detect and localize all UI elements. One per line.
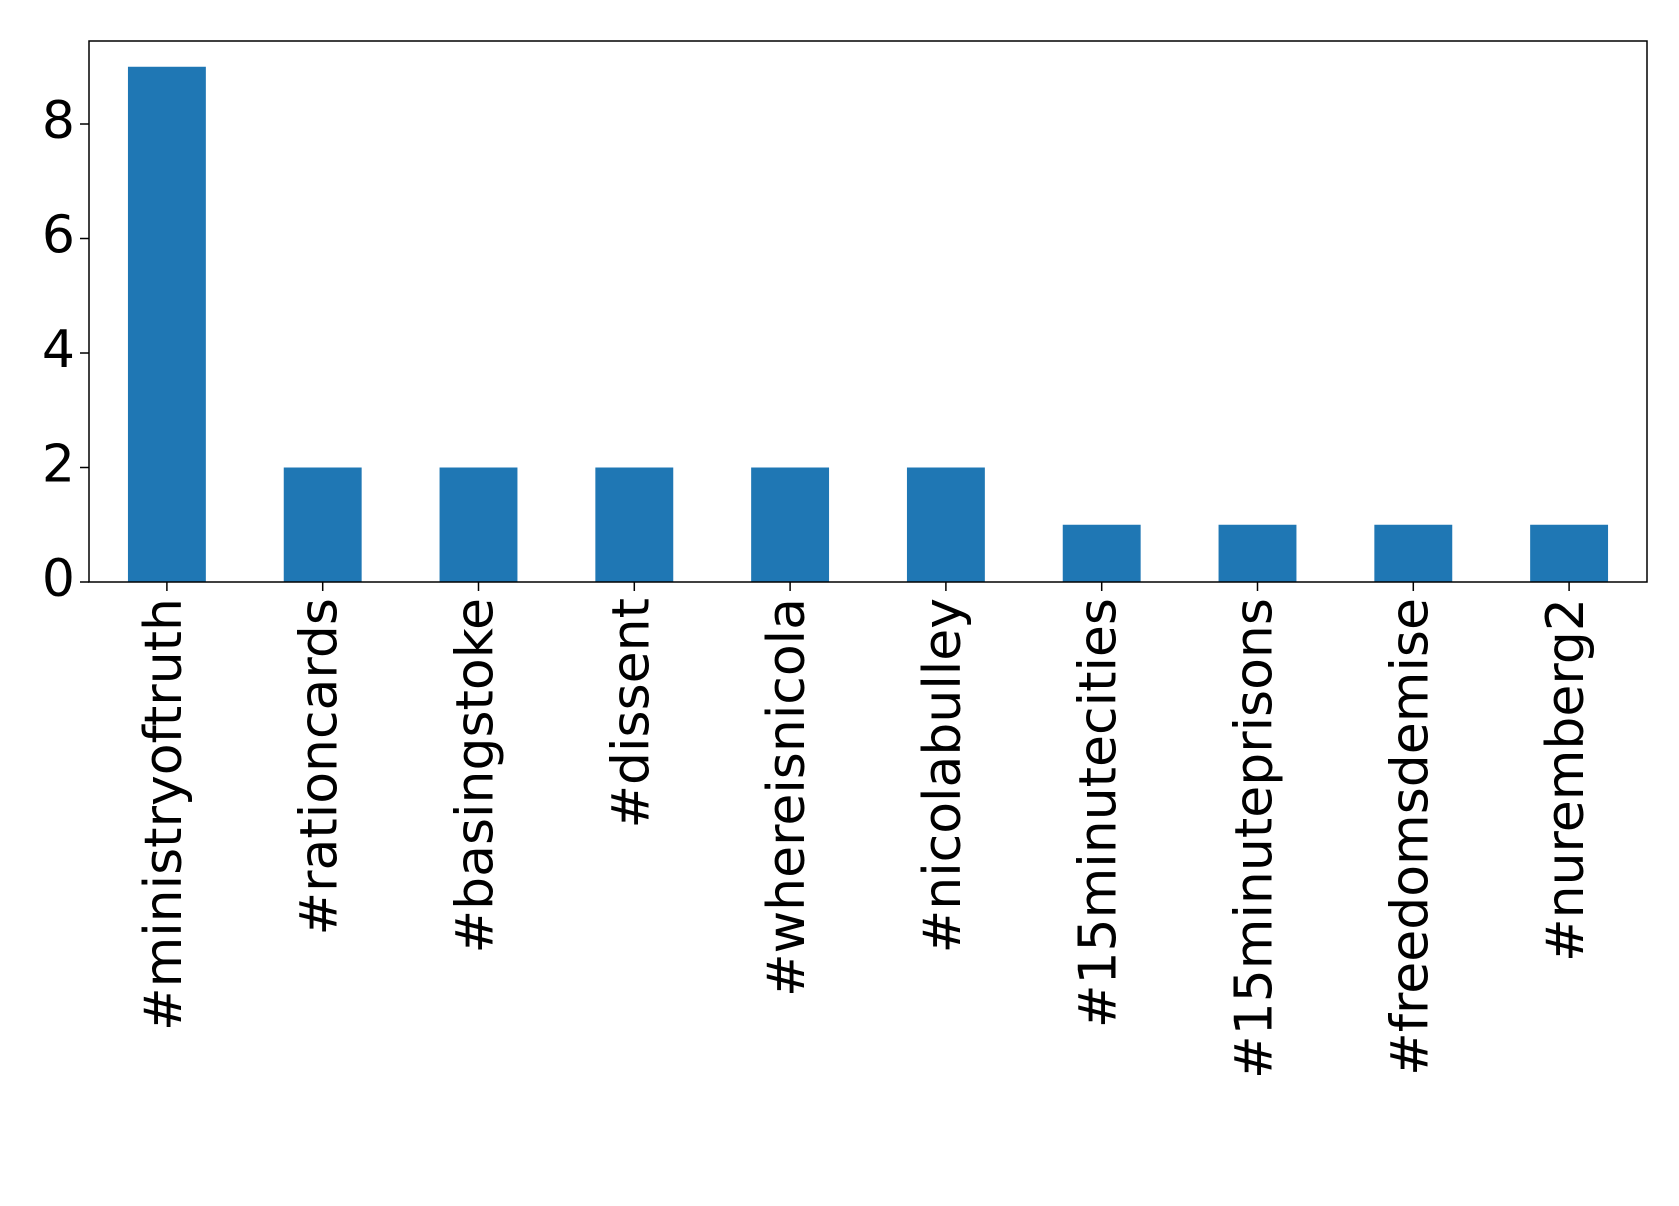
bar <box>906 467 985 582</box>
x-tick-label: #nuremberg2 <box>1536 598 1596 962</box>
x-tick-label: #whereisnicola <box>757 598 817 997</box>
y-tick-label: 0 <box>42 549 75 609</box>
x-tick-label: #nicolabulley <box>913 598 973 953</box>
bar <box>1062 524 1141 582</box>
bar <box>595 467 674 582</box>
plot-frame <box>88 40 1648 583</box>
y-tick-label: 8 <box>42 91 75 151</box>
x-tick-label: #15minutecities <box>1069 598 1129 1028</box>
bar <box>751 467 830 582</box>
x-tick-label: #dissent <box>601 598 661 829</box>
x-tick-label: #rationcards <box>290 598 350 935</box>
bar <box>1530 524 1609 582</box>
x-tick-label: #basingstoke <box>446 598 506 954</box>
bar <box>283 467 362 582</box>
y-tick-label: 2 <box>42 435 75 495</box>
x-tick-label: #freedomsdemise <box>1380 598 1440 1076</box>
bar <box>439 467 518 582</box>
x-tick-label: #15minuteprisons <box>1225 598 1285 1079</box>
bar <box>127 66 206 582</box>
bar <box>1374 524 1453 582</box>
y-tick-label: 4 <box>42 320 75 380</box>
x-tick-label: #ministryoftruth <box>134 598 194 1031</box>
bar <box>1218 524 1297 582</box>
y-tick-label: 6 <box>42 206 75 266</box>
